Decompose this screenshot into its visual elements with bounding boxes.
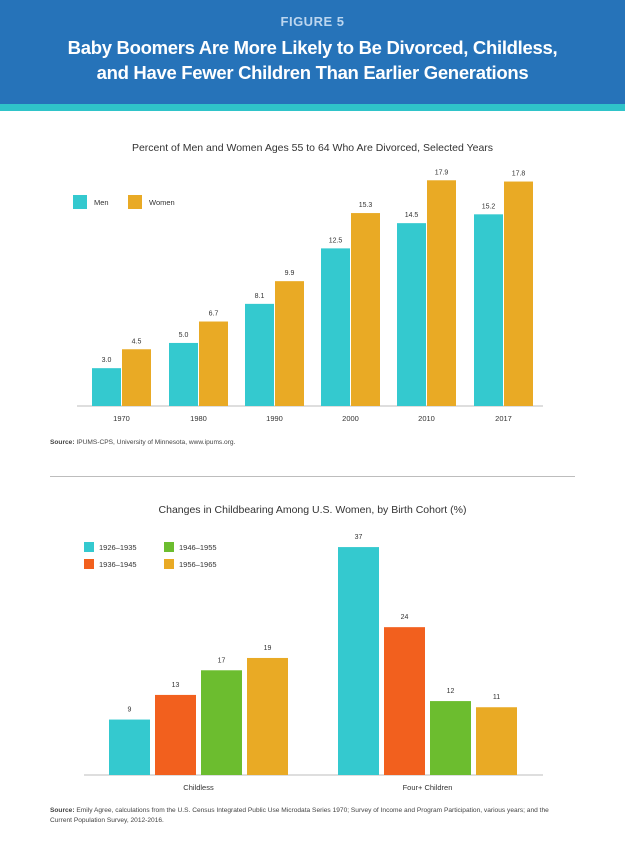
bar-women-1970	[122, 349, 151, 406]
legend-label-women: Women	[149, 198, 175, 207]
data-label-1946–1955-childless: 17	[218, 657, 226, 664]
bar-women-1980	[199, 321, 228, 406]
data-label-men-1990: 8.1	[255, 293, 265, 300]
source-text: IPUMS-CPS, University of Minnesota, www.…	[74, 439, 236, 446]
data-label-1936–1945-childless: 13	[172, 682, 180, 689]
source-label: Source:	[50, 807, 75, 814]
x-tick-label-2017: 2017	[495, 414, 512, 423]
bar-1926–1935-four-children	[338, 547, 379, 775]
legend-swatch-1926–1935	[84, 542, 94, 552]
legend-label-1956–1965: 1956–1965	[179, 560, 217, 569]
x-tick-label-1990: 1990	[266, 414, 283, 423]
childbearing-bar-chart: 9 13 17 19 Childless 37 24 12 11 Four+ Children 19…	[84, 534, 543, 792]
data-label-women-2000: 15.3	[359, 202, 373, 209]
x-tick-label-1980: 1980	[190, 414, 207, 423]
data-label-men-1970: 3.0	[102, 357, 112, 364]
data-label-women-1980: 6.7	[209, 311, 219, 318]
bar-women-2000	[351, 213, 380, 406]
bar-1956–1965-childless	[247, 657, 288, 775]
bar-1926–1935-childless	[109, 719, 150, 775]
data-label-1956–1965-four-children: 11	[493, 694, 500, 701]
bar-1946–1955-four-children	[430, 701, 471, 775]
childbearing-chart-source: Source: Emily Agree, calculations from t…	[50, 806, 570, 826]
data-label-men-2017: 15.2	[482, 203, 496, 210]
legend-label-1926–1935: 1926–1935	[99, 543, 137, 552]
data-label-1956–1965-childless: 19	[264, 645, 272, 652]
bar-men-2000	[321, 248, 350, 406]
bar-1956–1965-four-children	[476, 707, 517, 775]
x-tick-label-four-children: Four+ Children	[403, 783, 453, 792]
data-label-women-1990: 9.9	[285, 270, 295, 277]
figure-header: FIGURE 5 Baby Boomers Are More Likely to…	[0, 0, 625, 104]
bar-men-1970	[92, 368, 121, 406]
legend-label-1946–1955: 1946–1955	[179, 543, 217, 552]
divorce-bar-chart: 3.0 4.5 1970 5.0 6.7 1980 8.1 9.9 1990 12.5 15.3 20…	[73, 169, 543, 423]
data-label-1936–1945-four-children: 24	[401, 614, 409, 621]
data-label-1946–1955-four-children: 12	[447, 688, 455, 695]
bar-men-1990	[245, 303, 274, 406]
bar-1936–1945-four-children	[384, 627, 425, 775]
x-tick-label-2010: 2010	[418, 414, 435, 423]
legend-label-men: Men	[94, 198, 109, 207]
data-label-men-2010: 14.5	[405, 212, 419, 219]
divorce-chart-title: Percent of Men and Women Ages 55 to 64 W…	[131, 142, 494, 154]
figure-title-line-2: and Have Fewer Children Than Earlier Gen…	[96, 62, 529, 83]
data-label-women-2017: 17.8	[512, 171, 526, 178]
figure-label: FIGURE 5	[280, 14, 345, 29]
data-label-1926–1935-childless: 9	[128, 707, 132, 714]
header-stripe	[0, 104, 625, 111]
divorce-chart-source: Source: IPUMS-CPS, University of Minneso…	[50, 438, 235, 448]
bar-men-2017	[474, 214, 503, 406]
legend-swatch-1936–1945	[84, 559, 94, 569]
bar-men-2010	[397, 223, 426, 406]
source-label: Source:	[50, 439, 75, 446]
section-divider	[50, 476, 575, 477]
childbearing-chart-title: Changes in Childbearing Among U.S. Women…	[158, 504, 467, 516]
data-label-women-2010: 17.9	[435, 169, 449, 176]
bar-women-2010	[427, 180, 456, 406]
data-label-1926–1935-four-children: 37	[355, 534, 363, 541]
bar-1936–1945-childless	[155, 694, 196, 775]
legend-swatch-men	[73, 195, 87, 209]
legend-swatch-1946–1955	[164, 542, 174, 552]
legend-label-1936–1945: 1936–1945	[99, 560, 137, 569]
data-label-men-2000: 12.5	[329, 237, 343, 244]
x-tick-label-2000: 2000	[342, 414, 359, 423]
bar-men-1980	[169, 342, 198, 406]
x-tick-label-childless: Childless	[183, 783, 214, 792]
legend-swatch-1956–1965	[164, 559, 174, 569]
source-text: Emily Agree, calculations from the U.S. …	[50, 807, 549, 824]
figure-title-line-1: Baby Boomers Are More Likely to Be Divor…	[67, 37, 558, 58]
bar-1946–1955-childless	[201, 670, 242, 775]
x-tick-label-1970: 1970	[113, 414, 130, 423]
legend-swatch-women	[128, 195, 142, 209]
data-label-women-1970: 4.5	[132, 338, 142, 345]
data-label-men-1980: 5.0	[179, 332, 189, 339]
bar-women-1990	[275, 281, 304, 406]
bar-women-2017	[504, 181, 533, 406]
